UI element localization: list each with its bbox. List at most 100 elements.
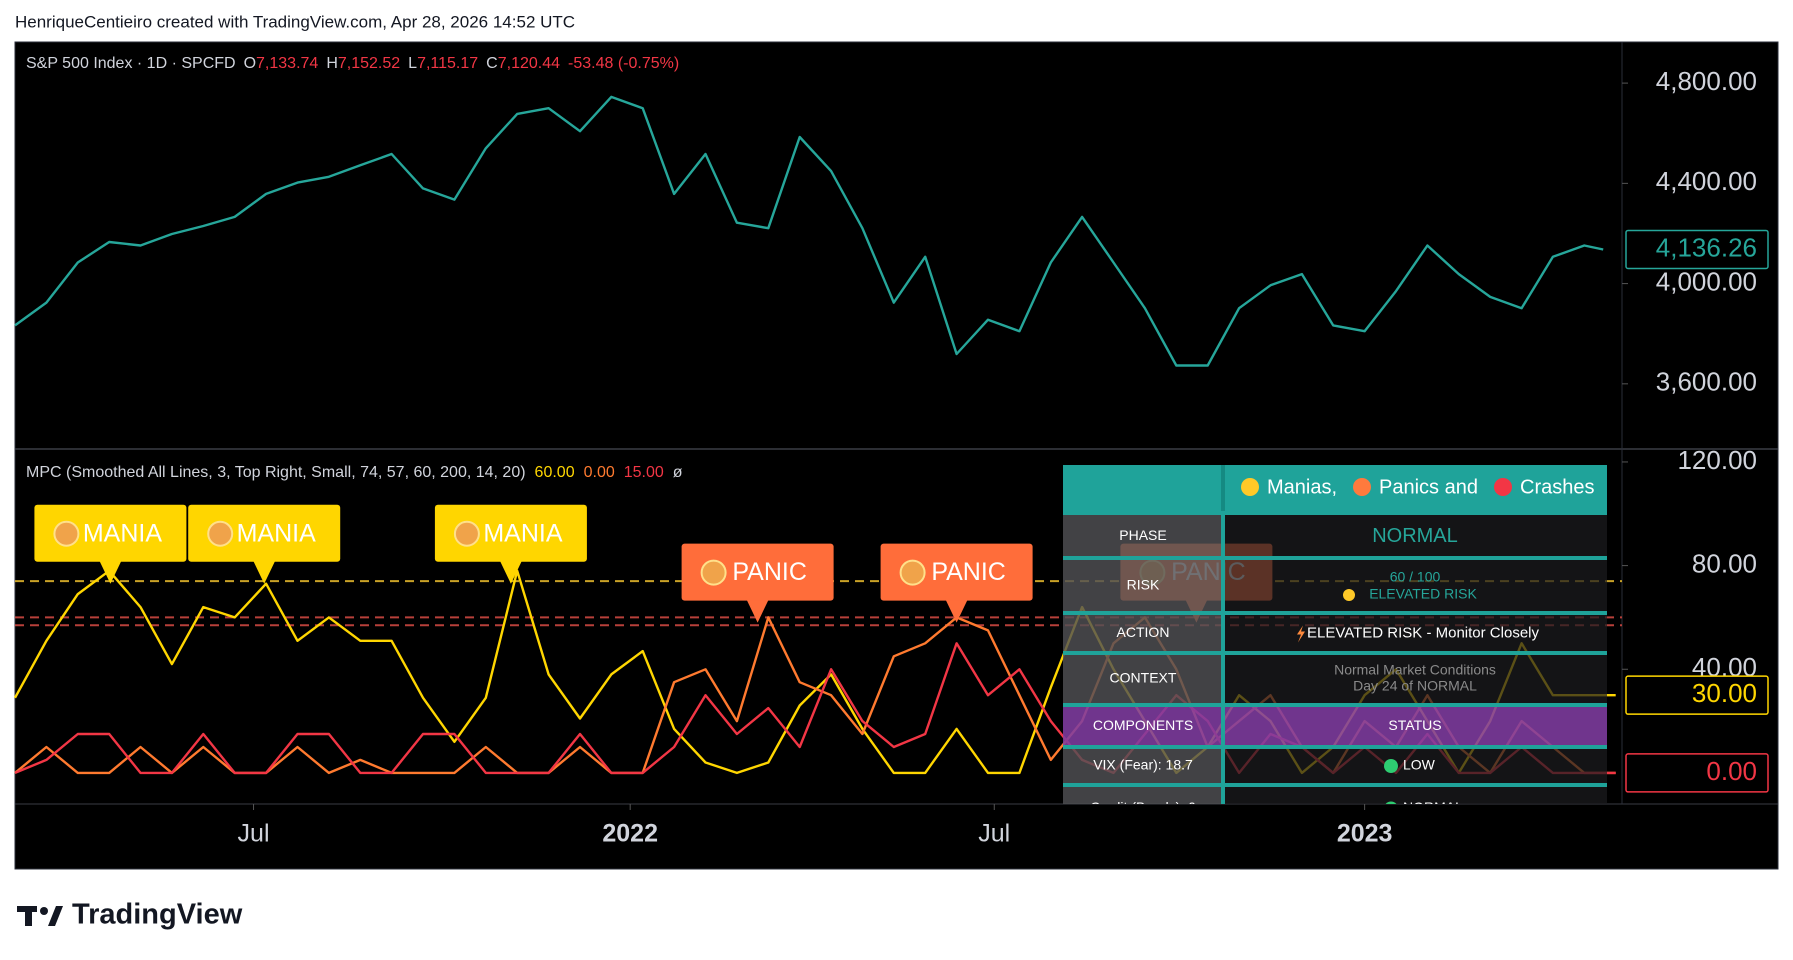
axis-badge-label: 30.00	[1692, 678, 1757, 708]
symbol: S&P 500 Index · 1D · SPCFD	[26, 55, 236, 72]
table-header	[1063, 465, 1607, 511]
attribution: HenriqueCentieiro created with TradingVi…	[15, 12, 575, 31]
row-divider	[1063, 651, 1607, 655]
status-table: Manias, Panics and Crashes PHASE NORMAL RISK 6…	[1063, 465, 1607, 815]
annotation-label: MANIA	[83, 519, 163, 547]
indicator-legend: MPC (Smoothed All Lines, 3, Top Right, S…	[26, 464, 683, 481]
status-value: NORMAL	[1403, 799, 1463, 815]
column-divider	[1221, 511, 1225, 804]
table-cell-left	[1063, 655, 1223, 703]
row-divider	[1063, 611, 1607, 615]
x-tick-label: Jul	[238, 820, 270, 848]
y-tick-label: 4,800.00	[1656, 66, 1757, 96]
phase-value: NORMAL	[1372, 525, 1458, 547]
context-text: Normal Market Conditions	[1334, 662, 1496, 678]
header-label: Manias,	[1267, 476, 1337, 498]
h-label: H	[326, 55, 338, 72]
table-cell-left	[1063, 749, 1223, 783]
annotation-box	[434, 504, 587, 562]
y-tick-label: 120.00	[1677, 445, 1757, 475]
table-cell-left	[1063, 787, 1223, 804]
table-cell-right	[1223, 615, 1607, 652]
annotation-icon	[53, 520, 80, 547]
row-divider	[1063, 511, 1607, 515]
status-header: STATUS	[1388, 717, 1441, 733]
annotation-pointer	[945, 599, 968, 623]
indicator-value: 15.00	[624, 464, 664, 481]
annotation-box	[681, 543, 834, 601]
table-cell-left	[1063, 707, 1223, 746]
row-divider	[1063, 783, 1607, 787]
risk-score: 60 / 100	[1390, 569, 1441, 585]
annotation-pointer	[746, 599, 769, 623]
y-tick-label: 80.00	[1692, 548, 1757, 578]
annotation: PANIC	[880, 543, 1033, 623]
indicator-name: MPC (Smoothed All Lines, 3, Top Right, S…	[26, 464, 526, 481]
row-label: CONTEXT	[1110, 670, 1177, 686]
header-label: Crashes	[1520, 476, 1594, 498]
high: 7,152.52	[338, 55, 400, 72]
row-divider	[1063, 745, 1607, 749]
row-label: RISK	[1127, 577, 1160, 593]
action-text: ELEVATED RISK - Monitor Closely	[1307, 624, 1540, 641]
table-cell-left	[1063, 615, 1223, 652]
annotation-pointer	[499, 560, 522, 584]
indicator-tail: ø	[673, 464, 683, 481]
row-label: PHASE	[1119, 527, 1166, 543]
annotation-pointer	[99, 560, 122, 584]
change: -53.48 (-0.75%)	[568, 55, 679, 72]
table-cell-right	[1223, 515, 1607, 558]
table-cell-right	[1223, 749, 1607, 783]
price-legend: S&P 500 Index · 1D · SPCFD O7,133.74 H7,15…	[26, 55, 679, 72]
risk-level: ELEVATED RISK	[1369, 586, 1477, 602]
y-tick-label: 4,400.00	[1656, 166, 1757, 196]
x-tick-label: 2022	[602, 820, 658, 848]
axis-badge	[1625, 753, 1769, 793]
table-cell-right	[1223, 707, 1607, 746]
annotation: PANIC	[681, 543, 834, 623]
price-line	[14, 95, 1604, 367]
row-label: Credit (Bonds): 0	[1090, 799, 1196, 815]
annotation-icon	[899, 559, 926, 586]
row-label: VIX (Fear): 18.7	[1093, 757, 1193, 773]
table-cell-right	[1223, 787, 1607, 804]
annotation-icon	[453, 520, 480, 547]
brand: TradingView	[72, 899, 243, 931]
indicator-value: 60.00	[535, 464, 575, 481]
row-divider	[1063, 703, 1607, 707]
annotation: MANIA	[434, 504, 587, 584]
x-tick-label: 2023	[1337, 820, 1393, 848]
action-icon	[1297, 625, 1305, 643]
row-label: COMPONENTS	[1093, 717, 1193, 733]
annotation-label: PANIC	[931, 558, 1006, 586]
row-divider	[1063, 556, 1607, 560]
header-icon	[1494, 478, 1512, 496]
annotation-label: MANIA	[483, 519, 563, 547]
close: 7,120.44	[498, 55, 560, 72]
annotation: MANIA	[188, 504, 341, 584]
table-header-divider	[1221, 465, 1225, 511]
row-label: ACTION	[1117, 624, 1170, 640]
annotation-pointer	[253, 560, 276, 584]
table-cell-left	[1063, 560, 1223, 612]
axis-badge-label: 0.00	[1706, 756, 1757, 786]
annotation-box	[34, 504, 187, 562]
annotation-icon	[700, 559, 727, 586]
annotation-box	[188, 504, 341, 562]
risk-icon	[1343, 589, 1355, 601]
status-icon	[1385, 801, 1397, 804]
y-tick-label: 3,600.00	[1656, 367, 1757, 397]
table-cell-right	[1223, 560, 1607, 612]
context-text: Day 24 of NORMAL	[1353, 678, 1477, 694]
status-value: LOW	[1403, 757, 1436, 773]
annotation-icon	[207, 520, 234, 547]
x-tick-label: Jul	[978, 820, 1010, 848]
l-label: L	[408, 55, 417, 72]
y-tick-label: 4,000.00	[1656, 266, 1757, 296]
axis-badge	[1625, 675, 1769, 715]
table-cell-left	[1063, 515, 1223, 558]
header-icon	[1241, 478, 1259, 496]
c-label: C	[486, 55, 498, 72]
low: 7,115.17	[417, 55, 478, 72]
